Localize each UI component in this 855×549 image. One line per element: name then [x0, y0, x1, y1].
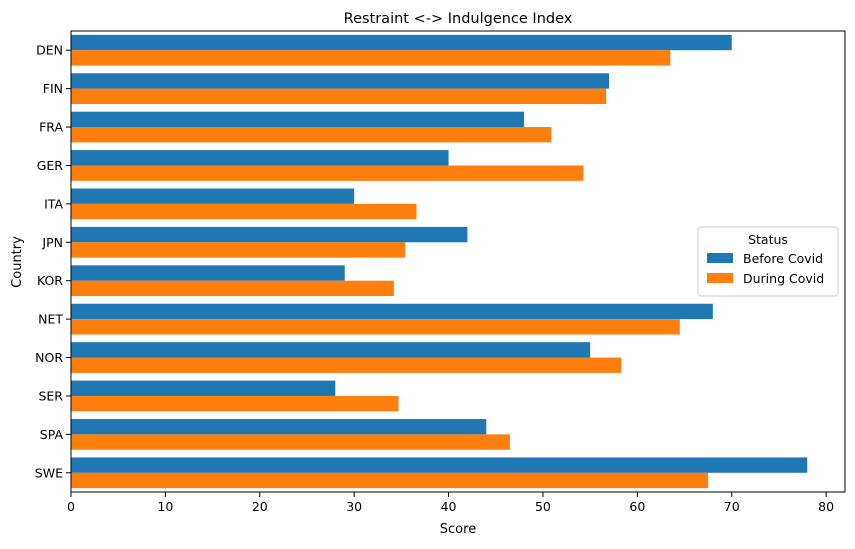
bar-ser-during-covid	[71, 395, 399, 412]
bars-layer	[71, 34, 808, 489]
bar-den-before-covid	[71, 34, 732, 51]
y-tick-label: SPA	[40, 427, 64, 442]
bar-nor-during-covid	[71, 357, 622, 373]
legend-label-before-covid: Before Covid	[743, 251, 823, 266]
bar-swe-before-covid	[71, 457, 808, 473]
axes-layer: DEN FIN FRA GER ITA JPN KOR NET NOR SER SPA SWE 0 10 2…	[35, 30, 846, 514]
bar-ita-during-covid	[71, 203, 417, 220]
bar-net-during-covid	[71, 319, 680, 335]
bar-kor-before-covid	[71, 265, 345, 281]
bar-jpn-before-covid	[71, 226, 468, 243]
y-tick-label: JPN	[41, 235, 63, 250]
bar-fin-during-covid	[71, 88, 607, 104]
x-tick-label: 40	[441, 499, 457, 514]
bar-ger-before-covid	[71, 150, 449, 166]
bar-spa-before-covid	[71, 419, 487, 435]
bar-den-during-covid	[71, 50, 671, 66]
y-tick-label: NOR	[35, 350, 63, 365]
y-tick-label: DEN	[36, 43, 63, 58]
y-tick-label: SWE	[35, 465, 63, 480]
bar-fra-during-covid	[71, 127, 552, 143]
legend-swatch-before-covid	[707, 253, 733, 263]
bar-fra-before-covid	[71, 111, 525, 128]
legend-title: Status	[748, 232, 788, 247]
y-tick-label: SER	[38, 388, 63, 403]
x-tick-label: 70	[724, 499, 740, 514]
x-tick-label: 20	[252, 499, 268, 514]
x-tick-label: 30	[346, 499, 362, 514]
x-tick-label: 50	[535, 499, 551, 514]
legend-label-during-covid: During Covid	[743, 271, 824, 286]
y-axis-label: Country	[10, 236, 25, 288]
plot-frame	[70, 30, 846, 493]
x-tick-label: 80	[818, 499, 834, 514]
x-axis-label: Score	[440, 522, 476, 537]
y-tick-label: KOR	[37, 273, 63, 288]
y-tick-label: ITA	[44, 196, 63, 211]
x-tick-label: 60	[629, 499, 645, 514]
bar-ger-during-covid	[71, 165, 584, 181]
legend: Status Before Covid During Covid	[697, 226, 839, 297]
y-tick-label: NET	[38, 312, 63, 327]
y-tick-label: FRA	[39, 120, 63, 135]
bar-spa-during-covid	[71, 434, 510, 450]
bar-ita-before-covid	[71, 188, 355, 204]
bar-swe-during-covid	[71, 472, 709, 489]
bar-jpn-during-covid	[71, 242, 406, 258]
bar-fin-before-covid	[71, 73, 610, 89]
chart-title: Restraint <-> Indulgence Index	[344, 11, 573, 27]
x-tick-label: 10	[157, 499, 173, 514]
y-tick-label: GER	[37, 158, 64, 173]
legend-swatch-during-covid	[707, 273, 733, 283]
bar-nor-before-covid	[71, 342, 591, 358]
bar-ser-before-covid	[71, 380, 336, 396]
x-tick-label: 0	[67, 499, 75, 514]
y-tick-label: FIN	[43, 81, 63, 96]
bar-kor-during-covid	[71, 280, 394, 297]
bar-net-before-covid	[71, 303, 713, 320]
